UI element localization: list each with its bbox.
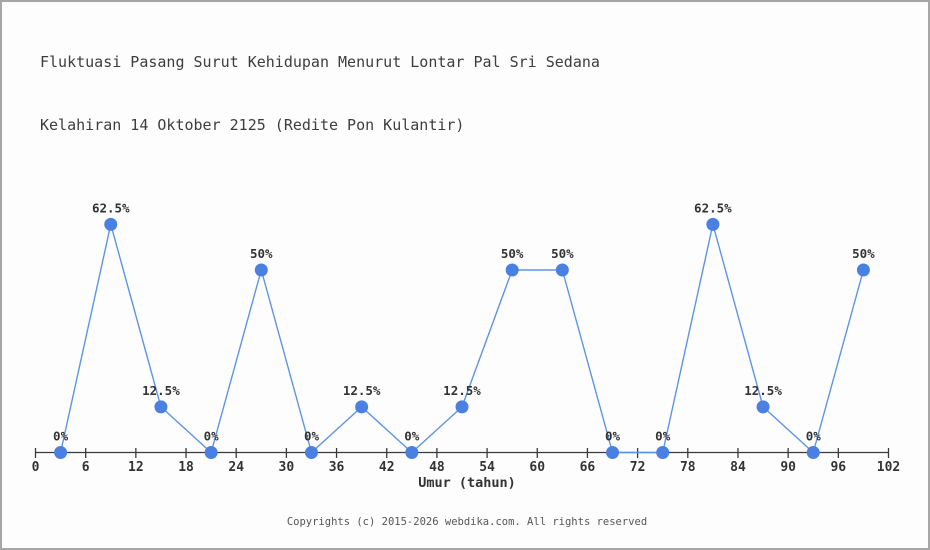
data-point-label: 0%	[655, 429, 671, 444]
data-point-marker	[706, 217, 720, 231]
x-axis-tick-label: 66	[580, 460, 596, 475]
x-axis-tick-label: 72	[630, 460, 646, 475]
data-point-marker	[355, 400, 369, 414]
data-point-label: 12.5%	[443, 383, 481, 398]
data-point-label: 0%	[204, 429, 220, 444]
data-point-marker	[856, 263, 870, 277]
data-point-label: 12.5%	[142, 383, 180, 398]
data-point-marker	[254, 263, 268, 277]
data-point-marker	[555, 263, 569, 277]
x-axis-tick-label: 6	[82, 460, 90, 475]
data-point-label: 0%	[304, 429, 320, 444]
data-point-label: 0%	[806, 429, 822, 444]
data-point-label: 50%	[551, 246, 574, 261]
x-axis-tick-label: 30	[279, 460, 295, 475]
x-axis-title: Umur (tahun)	[418, 475, 516, 491]
data-point-marker	[54, 446, 68, 459]
x-axis-tick-label: 96	[830, 460, 846, 475]
data-point-label: 50%	[852, 246, 875, 261]
x-axis-tick-label: 60	[529, 460, 545, 475]
chart-title-line2: Kelahiran 14 Oktober 2125 (Redite Pon Ku…	[40, 116, 465, 134]
x-axis-tick-label: 54	[479, 460, 495, 475]
data-point-marker	[304, 446, 318, 459]
x-axis-tick-label: 36	[329, 460, 345, 475]
data-point-marker	[806, 446, 820, 459]
data-point-label: 50%	[250, 246, 273, 261]
x-axis-tick-label: 102	[877, 460, 900, 475]
chart-title-line1: Fluktuasi Pasang Surut Kehidupan Menurut…	[40, 53, 600, 71]
line-series	[59, 223, 865, 454]
x-axis-tick-label: 78	[680, 460, 696, 475]
x-axis-tick-label: 18	[178, 460, 194, 475]
x-axis-tick-label: 84	[730, 460, 746, 475]
data-point-label: 0%	[53, 429, 69, 444]
data-point-marker	[204, 446, 218, 459]
copyright-notice: Copyrights (c) 2015-2026 webdika.com. Al…	[286, 516, 648, 528]
x-axis-tick-label: 12	[128, 460, 144, 475]
data-point-marker	[104, 217, 118, 231]
data-point-marker	[656, 446, 670, 459]
x-axis-tick-label: 0	[32, 460, 40, 475]
x-axis-tick-label: 42	[379, 460, 395, 475]
data-point-marker	[154, 400, 168, 414]
data-point-label: 62.5%	[694, 200, 732, 215]
data-point-label: 12.5%	[343, 383, 381, 398]
x-axis-tick-label: 48	[429, 460, 445, 475]
data-point-marker	[455, 400, 469, 414]
data-point-label: 0%	[404, 429, 420, 444]
data-point-marker	[505, 263, 519, 277]
data-point-label: 50%	[501, 246, 524, 261]
data-point-marker	[606, 446, 620, 459]
data-point-label: 62.5%	[92, 200, 130, 215]
data-point-label: 12.5%	[744, 383, 782, 398]
chart-title: Fluktuasi Pasang Surut Kehidupan Menurut…	[40, 10, 600, 178]
data-point-marker	[756, 400, 770, 414]
x-axis-tick-label: 24	[228, 460, 244, 475]
data-point-marker	[405, 446, 419, 459]
x-axis-tick-label: 90	[780, 460, 796, 475]
data-point-label: 0%	[605, 429, 621, 444]
